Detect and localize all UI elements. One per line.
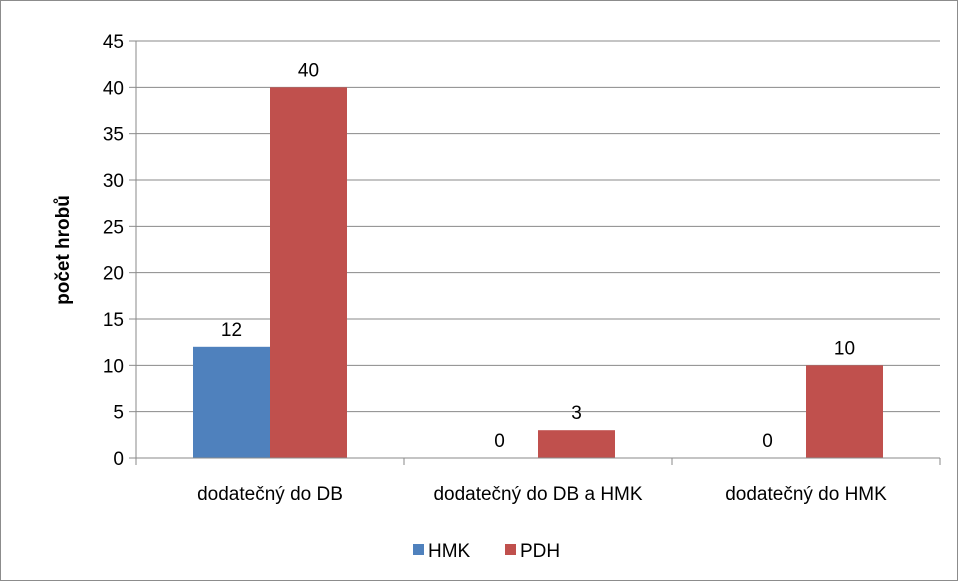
bar-pdh: [538, 430, 615, 458]
y-tick-label: 35: [103, 125, 124, 146]
y-tick-label: 30: [103, 171, 124, 192]
y-tick-label: 0: [113, 449, 124, 470]
data-labels: 12 40 0 3 0 10: [221, 60, 855, 452]
category-labels: dodatečný do DB dodatečný do DB a HMK doda…: [197, 484, 887, 505]
y-tick-labels: 0 5 10 15 20 25 30 35 40 45: [103, 32, 124, 470]
bar-pdh: [806, 365, 883, 458]
y-tick-label: 10: [103, 356, 124, 377]
y-tick-label: 5: [113, 403, 124, 424]
bars: [193, 87, 883, 458]
axes: [129, 40, 941, 465]
category-label: dodatečný do HMK: [725, 484, 887, 505]
data-label: 40: [298, 60, 319, 81]
data-label: 0: [494, 431, 505, 452]
data-label: 12: [221, 320, 242, 341]
data-label: 10: [834, 338, 855, 359]
bar-hmk: [193, 346, 270, 458]
data-label: 3: [571, 403, 582, 424]
y-tick-label: 45: [103, 32, 124, 53]
y-tick-label: 15: [103, 310, 124, 331]
category-label: dodatečný do DB a HMK: [433, 484, 642, 505]
data-label: 0: [762, 431, 773, 452]
y-tick-label: 25: [103, 217, 124, 238]
legend-swatch-pdh: [505, 544, 516, 555]
legend-swatch-hmk: [413, 544, 424, 555]
legend-label-hmk: HMK: [428, 541, 471, 562]
y-tick-label: 40: [103, 78, 124, 99]
legend: HMK PDH: [413, 541, 560, 562]
category-label: dodatečný do DB: [197, 484, 343, 505]
bar-pdh: [270, 87, 347, 458]
y-tick-label: 20: [103, 264, 124, 285]
y-axis-label: počet hrobů: [53, 195, 74, 305]
legend-label-pdh: PDH: [520, 541, 560, 562]
